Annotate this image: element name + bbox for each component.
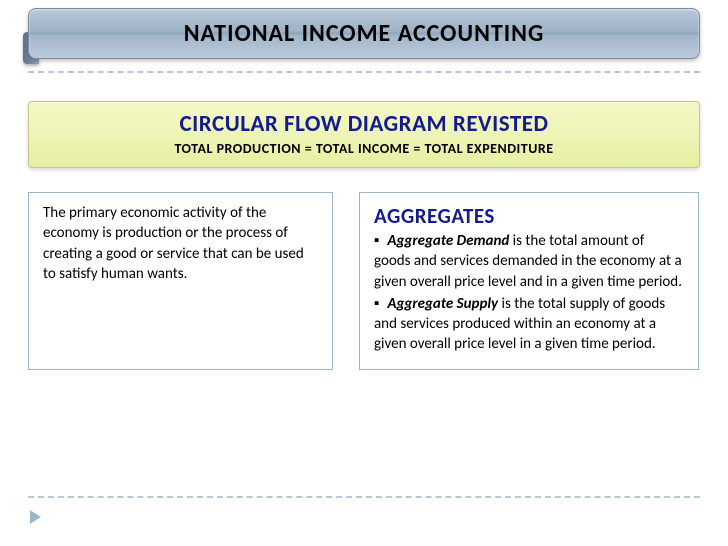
aggregate-item: ▪ Aggregate Supply is the total supply o… [374,294,684,355]
left-card-text: The primary economic activity of the eco… [43,203,318,284]
bullet-icon: ▪ [374,294,384,314]
right-card-title: AGGREGATES [374,203,684,229]
aggregate-term: Aggregate Demand [387,232,509,250]
right-card: AGGREGATES ▪ Aggregate Demand is the tot… [359,192,699,370]
content-columns: The primary economic activity of the eco… [28,192,700,370]
subheader-subtitle: TOTAL PRODUCTION = TOTAL INCOME = TOTAL … [41,140,687,157]
footer-area [28,484,700,524]
aggregate-item: ▪ Aggregate Demand is the total amount o… [374,231,684,292]
subheader-title: CIRCULAR FLOW DIAGRAM REVISTED [41,110,687,138]
left-card: The primary economic activity of the eco… [28,192,333,370]
bullet-icon: ▪ [374,231,384,251]
divider-top [28,71,700,73]
subheader-banner: CIRCULAR FLOW DIAGRAM REVISTED TOTAL PRO… [28,101,700,168]
play-icon [30,510,41,524]
header-title: NATIONAL INCOME ACCOUNTING [41,19,687,48]
header-banner: NATIONAL INCOME ACCOUNTING [28,8,700,59]
divider-bottom [28,496,700,498]
aggregate-term: Aggregate Supply [387,295,498,313]
